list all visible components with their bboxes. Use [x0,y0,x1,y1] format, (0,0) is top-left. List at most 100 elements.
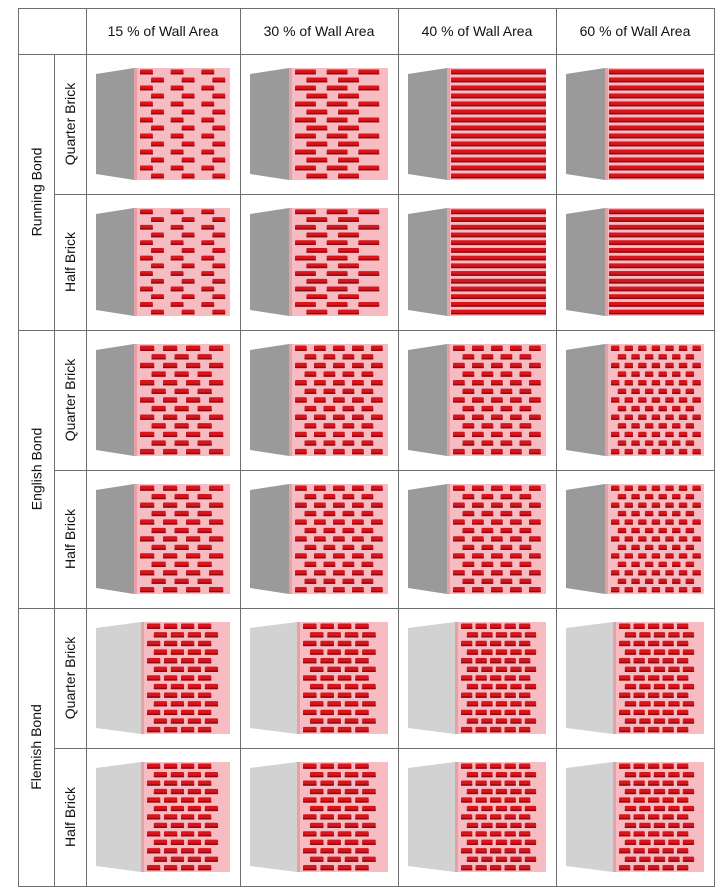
brick-shadow [153,843,168,845]
brick-shadow [524,843,537,845]
brick-shadow [495,704,508,707]
brick-shadow [491,366,503,369]
brick-shadow [682,826,695,828]
brick-shadow [151,582,166,584]
brick-shadow [631,497,640,500]
brick-shadow [337,627,352,629]
brick-shadow [682,843,695,845]
brick-shadow [648,801,660,803]
brick-shadow [461,868,473,871]
brick-shadow [611,523,620,525]
brick-shadow [490,801,502,803]
brick-shadow [187,722,202,724]
brick-shadow [619,767,631,769]
brick-shadow [197,514,212,517]
brick-shadow [303,801,317,803]
brick-shadow [333,452,345,455]
brick-shadow [624,556,633,559]
brick-shadow [164,644,178,647]
brick-shadow [326,72,348,75]
brick-course [609,224,704,230]
brick-shadow [358,258,380,261]
brick-shadow [510,722,522,724]
brick-course [451,157,546,163]
brick-shadow [140,228,153,230]
brick-shadow [164,661,178,664]
brick-shadow [490,627,502,629]
brick-shadow [153,792,168,795]
brick-shadow [631,409,640,412]
brick-shadow [504,784,516,786]
brick-shadow [153,653,168,655]
brick-shadow [327,843,341,845]
brick-course [451,217,546,222]
brick-shadow [472,452,484,455]
brick-shadow [355,801,369,803]
brick-shadow [344,670,359,672]
brick-shadow [665,349,674,351]
brick-shadow [466,653,479,655]
brick-shadow [186,418,201,420]
brick-shadow [147,868,161,871]
brick-shadow [461,679,473,681]
brick-shadow [648,767,660,769]
brick-shadow [306,144,328,147]
brick-shadow [352,435,364,438]
brick-shadow [491,418,503,420]
brick-shadow [295,452,307,455]
brick-course [609,294,704,300]
wall-image [560,752,710,882]
brick-shadow [631,375,640,377]
brick-shadow [140,212,153,215]
brick-shadow [624,573,633,576]
brick-course [609,232,704,238]
brick-shadow [639,704,651,707]
brick-shadow [151,375,166,377]
brick-shadow [648,818,660,820]
brick-shadow [361,358,374,360]
brick-shadow [140,506,155,508]
brick-shadow [204,775,219,778]
brick-course [451,232,546,238]
brick-shadow [303,851,317,854]
brick-shadow [490,644,502,647]
brick-shadow [170,775,185,778]
brick-shadow [209,383,224,386]
brick-shadow [524,670,537,672]
brick-shadow [170,72,184,75]
brick-shadow [624,401,633,403]
brick-shadow [624,843,637,845]
brick-shadow [212,312,226,315]
brick-shadow [510,349,522,351]
brick-shadow [524,687,537,690]
brick-shadow [451,152,546,155]
brick-shadow [611,435,620,438]
brick-shadow [147,713,161,716]
brick-shadow [151,96,164,99]
brick-shadow [197,358,212,360]
brick-shadow [619,818,631,820]
brick-shadow [677,644,689,647]
brick-shadow [472,523,484,525]
brick-shadow [677,818,689,820]
brick-shadow [338,112,359,115]
brick-shadow [358,72,380,75]
brick-shadow [510,383,522,386]
brick-shadow [510,401,522,403]
brick-shadow [475,661,487,664]
brick-shadow [665,366,674,369]
wall-front-face [447,208,546,316]
brick-shadow [504,696,516,698]
brick-shadow [490,868,502,871]
brick-shadow [490,730,502,733]
brick-shadow [151,251,164,253]
brick-shadow [490,696,502,698]
brick-shadow [453,366,465,369]
brick-shadow [327,775,341,778]
brick-shadow [491,383,503,386]
brick-shadow [609,258,704,261]
brick-shadow [147,767,161,769]
brick-course [609,255,704,261]
brick-shadow [201,136,215,139]
brick-shadow [209,506,224,508]
